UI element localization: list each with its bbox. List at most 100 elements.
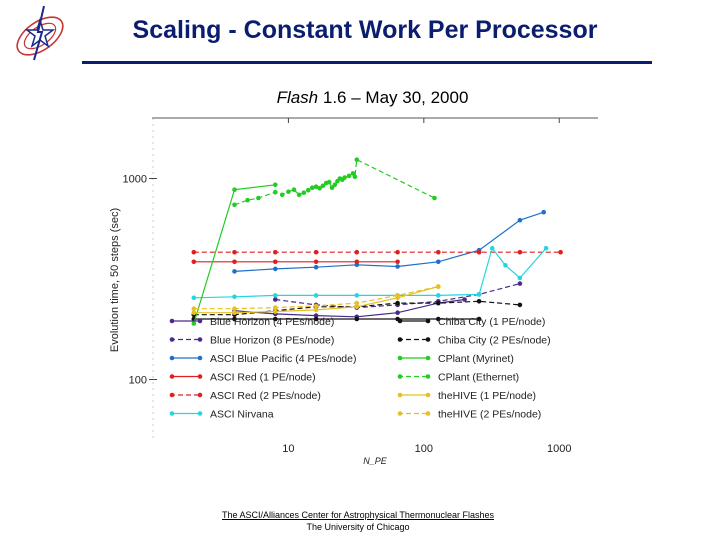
legend-label: Blue Horizon (8 PEs/node) — [210, 335, 334, 347]
legend-label: Blue Horizon (4 PEs/node) — [210, 316, 334, 328]
legend-marker — [169, 392, 175, 398]
legend-item: theHIVE (2 PEs/node) — [397, 409, 541, 421]
legend-marker — [197, 355, 203, 361]
legend-marker — [169, 318, 175, 324]
data-point — [313, 184, 319, 189]
data-point — [395, 310, 400, 316]
legend-marker — [397, 392, 403, 398]
data-point — [503, 263, 508, 268]
data-point — [395, 249, 400, 255]
data-point — [313, 293, 319, 298]
data-point — [517, 281, 523, 286]
data-point — [354, 249, 360, 255]
data-point — [395, 259, 400, 265]
data-point — [310, 185, 315, 190]
data-point — [332, 182, 338, 188]
data-point — [191, 259, 197, 265]
legend-marker — [169, 374, 175, 379]
data-point — [273, 259, 278, 265]
footer-university: The University of Chicago — [306, 522, 410, 532]
data-point — [273, 305, 278, 310]
series — [191, 249, 563, 255]
data-point — [191, 310, 197, 316]
legend-item: ASCI Nirvana — [169, 409, 274, 421]
legend-item: CPlant (Ethernet) — [397, 372, 519, 384]
data-point — [191, 249, 197, 255]
page-title: Scaling - Constant Work Per Processor — [132, 16, 598, 44]
data-point — [436, 284, 441, 289]
data-point — [273, 249, 278, 255]
data-point — [476, 292, 482, 297]
legend-item: ASCI Red (2 PEs/node) — [169, 390, 321, 402]
data-point — [191, 306, 197, 312]
legend-marker — [197, 392, 203, 398]
data-point — [286, 189, 291, 194]
legend-marker — [425, 411, 431, 416]
legend-marker — [169, 355, 175, 361]
legend-item: Chiba City (1 PE/node) — [397, 316, 545, 328]
legend-label: CPlant (Myrinet) — [438, 353, 514, 365]
legend-marker — [197, 318, 203, 324]
x-tick-label: 100 — [415, 443, 433, 455]
x-tick-label: 1000 — [547, 443, 571, 455]
data-point — [432, 195, 437, 201]
data-point — [517, 217, 523, 223]
data-point — [354, 316, 360, 322]
data-point — [395, 293, 400, 298]
data-point — [517, 302, 523, 308]
data-point — [273, 309, 278, 314]
series — [191, 182, 278, 326]
legend-marker — [397, 337, 403, 342]
legend-label: ASCI Red (1 PE/node) — [210, 372, 316, 384]
data-point — [232, 202, 237, 208]
series — [191, 284, 441, 316]
data-point — [320, 183, 326, 189]
y-axis-label: Evolution time, 50 steps (sec) — [109, 208, 121, 352]
data-point — [232, 187, 237, 192]
chart-title-prefix: Flash — [276, 88, 319, 107]
x-axis-label: N_PE — [363, 456, 388, 466]
legend-marker — [397, 411, 403, 416]
data-point — [232, 294, 237, 300]
data-point — [436, 249, 441, 255]
data-point — [476, 299, 482, 304]
legend-marker — [197, 337, 203, 342]
legend-item: Chiba City (2 PEs/node) — [397, 335, 551, 347]
series-layer — [191, 157, 563, 326]
legend-item: ASCI Blue Pacific (4 PEs/node) — [169, 353, 356, 365]
legend-marker — [169, 337, 175, 342]
series — [191, 284, 441, 312]
legend-marker — [197, 374, 203, 379]
data-point — [350, 171, 356, 176]
data-point — [558, 249, 563, 255]
legend-label: Chiba City (1 PE/node) — [438, 316, 545, 328]
data-point — [313, 264, 319, 270]
data-point — [245, 197, 250, 203]
series — [191, 316, 482, 322]
data-point — [476, 249, 482, 255]
data-point — [436, 259, 441, 265]
data-point — [354, 304, 360, 310]
data-point — [296, 192, 302, 198]
data-point — [232, 269, 237, 274]
data-point — [476, 316, 482, 322]
data-point — [273, 266, 278, 272]
data-point — [436, 293, 441, 298]
data-point — [313, 307, 319, 313]
legend-item: theHIVE (1 PE/node) — [397, 390, 536, 402]
chart-title-rest: 1.6 – May 30, 2000 — [322, 88, 469, 107]
data-point — [543, 245, 549, 251]
chart-title: Flash 1.6 – May 30, 2000 — [200, 88, 545, 108]
y-tick-label: 100 — [129, 374, 147, 386]
data-point — [256, 195, 261, 201]
data-point — [279, 192, 285, 198]
footer-org: The ASCI/Alliances Center for Astrophysi… — [222, 510, 494, 520]
legend-marker — [425, 392, 431, 398]
data-point — [354, 293, 360, 298]
data-point — [232, 306, 237, 312]
legend-item: CPlant (Myrinet) — [397, 353, 514, 365]
data-point — [517, 275, 523, 281]
data-point — [354, 259, 360, 265]
legend-marker — [425, 337, 431, 342]
